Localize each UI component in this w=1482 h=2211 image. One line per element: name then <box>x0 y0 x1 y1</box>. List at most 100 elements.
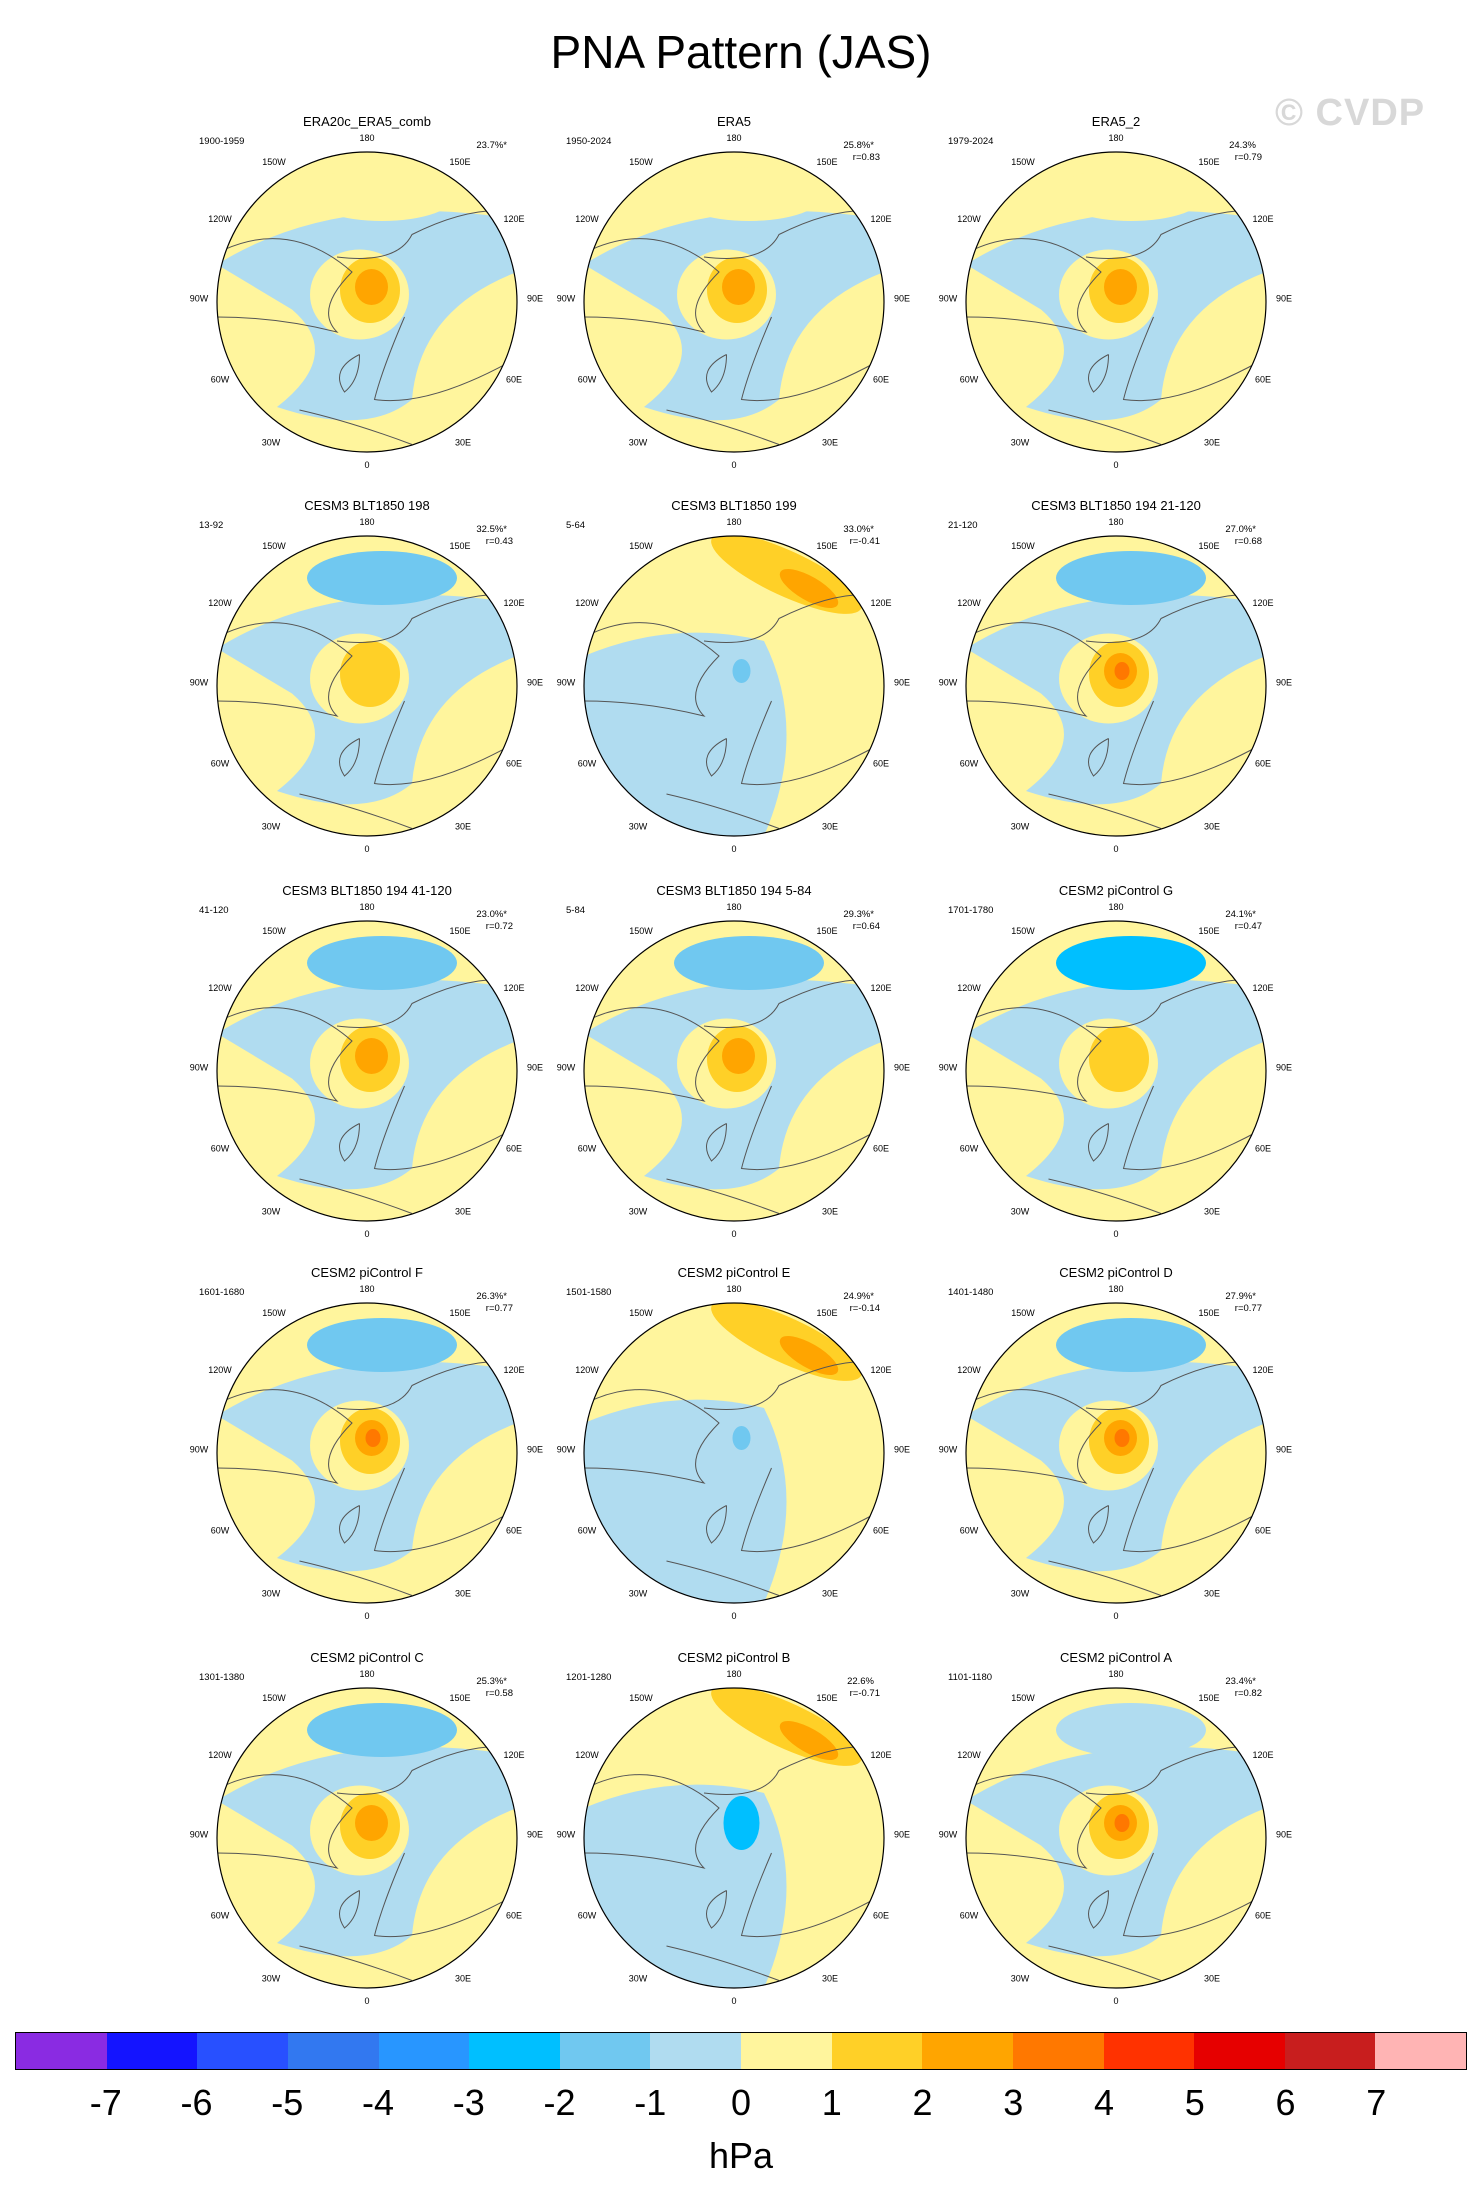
longitude-label: 180 <box>726 133 741 143</box>
longitude-label: 90W <box>557 1444 576 1454</box>
map-panel: CESM2 piControl D 1401-1480 27.9%*r=0.77 18… <box>939 1265 1292 1621</box>
longitude-label: 90E <box>527 1062 543 1072</box>
colorbar-tick-label: -4 <box>361 2082 395 2123</box>
panel-title: CESM3 BLT1850 194 21-120 <box>1031 498 1201 513</box>
longitude-label: 60W <box>578 758 597 768</box>
longitude-label: 90W <box>557 1829 576 1839</box>
longitude-label: 60E <box>1255 1910 1271 1920</box>
longitude-label: 120W <box>957 1750 981 1760</box>
map-boundary <box>583 1687 885 1989</box>
colorbar-cell <box>469 2033 560 2069</box>
longitude-label: 90E <box>1276 1829 1292 1839</box>
panel-years: 1201-1280 <box>566 1672 611 1683</box>
longitude-label: 60E <box>873 374 889 384</box>
colorbar-tick-label: -5 <box>271 2082 304 2123</box>
longitude-label: 120E <box>1252 983 1273 993</box>
longitude-label: 60W <box>211 374 230 384</box>
panel-years: 21-120 <box>948 520 978 531</box>
longitude-label: 0 <box>1113 460 1118 470</box>
panel-variance-pct: 24.3% <box>1229 140 1256 151</box>
panel-title: CESM3 BLT1850 194 5-84 <box>656 883 811 898</box>
longitude-label: 150W <box>262 1693 286 1703</box>
longitude-label: 30E <box>455 821 471 831</box>
longitude-label: 180 <box>1108 902 1123 912</box>
longitude-label: 60E <box>506 374 522 384</box>
longitude-label: 90E <box>894 293 910 303</box>
map-boundary <box>216 1302 518 1604</box>
longitude-label: 120E <box>503 1750 524 1760</box>
panel-title: CESM2 piControl F <box>311 1265 423 1280</box>
longitude-label: 150W <box>262 1308 286 1318</box>
longitude-label: 60W <box>211 1525 230 1535</box>
longitude-label: 120E <box>1252 1750 1273 1760</box>
longitude-label: 60W <box>578 374 597 384</box>
longitude-label: 120W <box>575 598 599 608</box>
longitude-label: 90W <box>190 677 209 687</box>
longitude-label: 180 <box>726 517 741 527</box>
map-boundary <box>216 1687 518 1989</box>
panel-variance-pct: 25.3%* <box>476 1676 507 1687</box>
colorbar-tick-label: 0 <box>730 2082 752 2123</box>
longitude-label: 120W <box>575 214 599 224</box>
longitude-label: 120W <box>208 1365 232 1375</box>
longitude-label: 30W <box>1011 1588 1030 1598</box>
colorbar-tick-label: -1 <box>634 2082 667 2123</box>
longitude-label: 0 <box>731 1229 736 1239</box>
panel-title: ERA5_2 <box>1092 114 1140 129</box>
panel-years: 1701-1780 <box>948 905 993 916</box>
panel-variance-pct: 23.0%* <box>476 909 507 920</box>
longitude-label: 120E <box>503 214 524 224</box>
longitude-label: 30W <box>1011 1973 1030 1983</box>
colorbar <box>15 2032 1467 2070</box>
longitude-label: 180 <box>726 1669 741 1679</box>
colorbar-cell <box>1012 2033 1104 2069</box>
map-boundary <box>965 151 1267 453</box>
longitude-label: 0 <box>1113 1611 1118 1621</box>
longitude-label: 150W <box>629 541 653 551</box>
longitude-label: 120W <box>208 214 232 224</box>
pressure-anomaly-field <box>966 152 1266 452</box>
longitude-label: 120E <box>870 1365 891 1375</box>
longitude-label: 0 <box>1113 1996 1118 2006</box>
map-panel: CESM3 BLT1850 194 41-120 41-120 23.0%*r=0.… <box>190 883 543 1239</box>
panel-years: 5-84 <box>566 905 585 916</box>
map-boundary <box>216 920 518 1222</box>
colorbar-cell <box>741 2033 832 2069</box>
longitude-label: 150E <box>449 1308 470 1318</box>
longitude-label: 0 <box>364 1229 369 1239</box>
panel-title: CESM2 piControl G <box>1059 883 1173 898</box>
longitude-label: 180 <box>359 517 374 527</box>
longitude-label: 0 <box>364 460 369 470</box>
panel-title: CESM3 BLT1850 198 <box>304 498 430 513</box>
longitude-label: 0 <box>1113 844 1118 854</box>
pressure-anomaly-field <box>584 1303 884 1603</box>
colorbar-cell <box>831 2033 923 2069</box>
panel-correlation: r=-0.41 <box>850 536 880 547</box>
map-boundary <box>216 535 518 837</box>
longitude-label: 90W <box>939 293 958 303</box>
longitude-label: 120W <box>957 1365 981 1375</box>
pressure-anomaly-field <box>584 152 884 452</box>
longitude-label: 30E <box>455 1588 471 1598</box>
colorbar-cell <box>1194 2033 1285 2069</box>
longitude-label: 90E <box>527 677 543 687</box>
longitude-label: 30W <box>262 1973 281 1983</box>
longitude-label: 150W <box>629 1693 653 1703</box>
cvdp-watermark: © CVDP <box>1275 92 1426 134</box>
panel-correlation: r=0.83 <box>853 152 880 163</box>
map-panel: ERA5_2 1979-2024 24.3%r=0.79 180 0 150W 150E 12… <box>939 114 1292 470</box>
panel-variance-pct: 23.7%* <box>476 140 507 151</box>
longitude-label: 30E <box>1204 1206 1220 1216</box>
panel-years: 1900-1959 <box>199 136 244 147</box>
longitude-label: 120E <box>870 983 891 993</box>
longitude-label: 30W <box>629 1206 648 1216</box>
panel-correlation: r=0.58 <box>486 1688 513 1699</box>
longitude-label: 120W <box>957 983 981 993</box>
longitude-label: 150W <box>262 157 286 167</box>
longitude-label: 60W <box>211 1910 230 1920</box>
panel-years: 41-120 <box>199 905 229 916</box>
longitude-label: 30W <box>629 1973 648 1983</box>
pressure-anomaly-field <box>217 921 517 1221</box>
longitude-label: 150E <box>1198 926 1219 936</box>
map-panel: CESM2 piControl A 1101-1180 23.4%*r=0.82 18… <box>939 1650 1292 2006</box>
